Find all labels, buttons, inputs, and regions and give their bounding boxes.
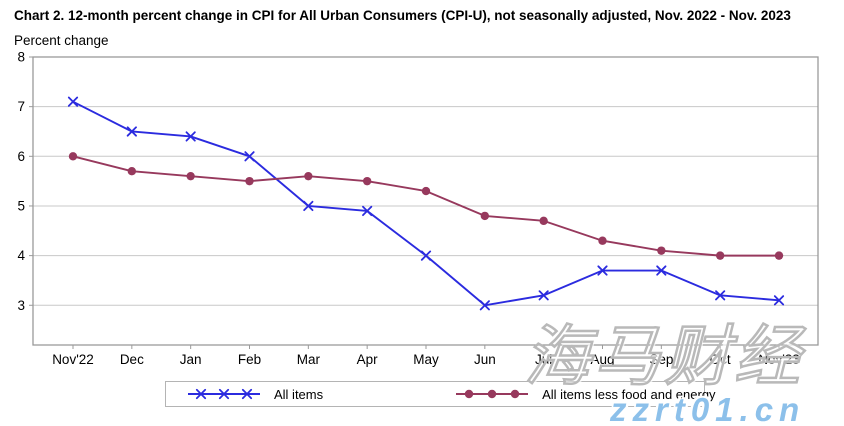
svg-text:5: 5 — [17, 198, 25, 213]
svg-text:Jul: Jul — [535, 352, 552, 367]
legend-item-core: All items less food and energy — [456, 386, 716, 402]
svg-text:Feb: Feb — [238, 352, 261, 367]
svg-text:Mar: Mar — [297, 352, 321, 367]
svg-text:3: 3 — [17, 298, 25, 313]
svg-text:Aug: Aug — [590, 352, 614, 367]
svg-text:Dec: Dec — [120, 352, 144, 367]
svg-text:Apr: Apr — [357, 352, 379, 367]
svg-text:Sep: Sep — [649, 352, 673, 367]
svg-text:Nov'22: Nov'22 — [52, 352, 94, 367]
legend-label-core: All items less food and energy — [542, 386, 716, 402]
y-axis-caption: Percent change — [14, 33, 109, 48]
chart-title: Chart 2. 12-month percent change in CPI … — [14, 8, 791, 23]
svg-text:Jan: Jan — [180, 352, 202, 367]
legend-item-all-items: All items — [188, 387, 323, 402]
svg-text:May: May — [413, 352, 439, 367]
line-chart-plot: 8 7 6 5 4 3 Nov'22 Dec Jan Feb Mar Apr May Jun Jul Aug S… — [17, 50, 819, 367]
core-line-sample-icon — [456, 389, 529, 399]
svg-text:6: 6 — [17, 149, 25, 164]
svg-text:4: 4 — [17, 248, 25, 263]
svg-text:Jun: Jun — [474, 352, 496, 367]
svg-text:Oct: Oct — [710, 352, 731, 367]
all-items-line-sample-icon — [188, 388, 260, 400]
legend-label-all-items: All items — [274, 386, 324, 402]
legend: All items All items less food and energy — [165, 381, 716, 407]
svg-text:8: 8 — [17, 50, 25, 65]
svg-text:Nov'23: Nov'23 — [758, 352, 800, 367]
svg-text:7: 7 — [17, 99, 25, 114]
